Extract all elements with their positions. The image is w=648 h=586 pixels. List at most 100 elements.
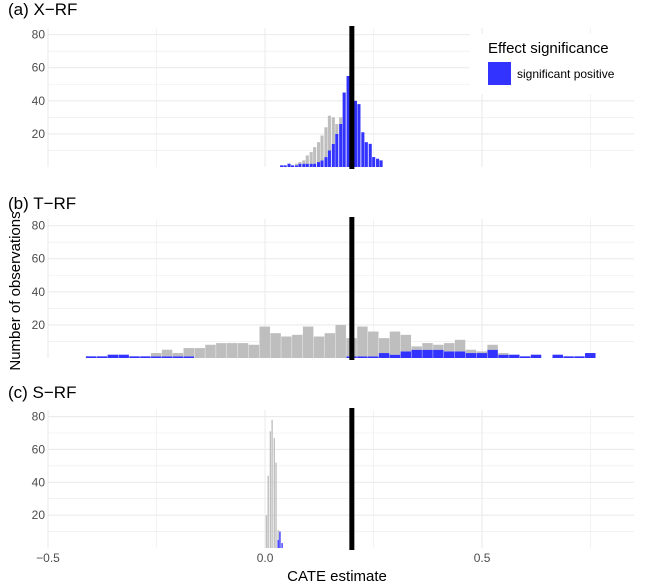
panel-title-c: (c) S−RF	[8, 383, 76, 402]
bar-significant	[129, 356, 140, 358]
bar-significant	[309, 163, 313, 167]
bar-significant	[574, 356, 585, 358]
bar-significant	[498, 354, 509, 358]
bar-not-significant	[281, 336, 292, 358]
bar-not-significant	[433, 344, 444, 350]
bar-not-significant	[400, 334, 412, 352]
bar-significant	[509, 354, 520, 358]
bar-not-significant	[378, 338, 390, 354]
bar-not-significant	[324, 333, 336, 358]
bar-not-significant	[335, 123, 339, 134]
bar-significant	[342, 92, 346, 167]
bar-significant	[85, 356, 97, 358]
bar-significant	[140, 356, 151, 358]
legend-title: Effect significance	[488, 40, 609, 57]
bar-not-significant	[194, 348, 205, 358]
bar-significant	[277, 539, 279, 548]
y-tick-label: 60	[32, 442, 46, 456]
panel-title-b: (b) T−RF	[8, 194, 76, 213]
x-axis-title: CATE estimate	[287, 568, 387, 585]
legend: Effect significance significant positive	[470, 34, 642, 94]
bar-significant	[361, 132, 365, 167]
bar-significant	[281, 543, 283, 548]
bar-significant	[280, 165, 284, 167]
bar-significant	[519, 356, 531, 358]
y-tick-label: 20	[32, 127, 46, 141]
bar-not-significant	[302, 160, 306, 164]
bar-not-significant	[305, 155, 309, 164]
bar-significant	[422, 349, 433, 358]
y-tick-label: 80	[32, 28, 46, 42]
bar-significant	[331, 143, 335, 167]
bar-not-significant	[327, 115, 331, 151]
bar-significant	[298, 163, 302, 167]
panel-2: 20 40 60 80	[32, 408, 634, 550]
bar-not-significant	[465, 349, 477, 354]
bar-significant	[476, 353, 488, 358]
bar-significant	[107, 354, 119, 358]
bar-significant	[368, 143, 372, 167]
bar-not-significant	[273, 437, 275, 548]
legend-swatch-significant-positive	[488, 62, 511, 85]
bar-not-significant	[172, 353, 184, 357]
bar-significant	[346, 75, 350, 167]
x-tick-label: 0.0	[257, 551, 274, 565]
bar-significant	[357, 104, 361, 167]
bar-significant	[290, 165, 295, 167]
bar-significant	[400, 351, 412, 358]
bar-significant	[552, 354, 563, 358]
bar-not-significant	[248, 344, 260, 358]
y-tick-label: 20	[32, 318, 46, 332]
panel-1: 20 40 60 80	[32, 217, 634, 360]
bar-significant	[305, 163, 309, 167]
bar-significant	[487, 349, 498, 358]
bar-not-significant	[313, 336, 325, 358]
y-tick-label: 60	[32, 252, 46, 266]
bar-significant	[433, 349, 444, 358]
bar-not-significant	[237, 343, 249, 358]
bar-not-significant	[309, 152, 313, 164]
bar-not-significant	[275, 462, 277, 548]
bar-not-significant	[422, 343, 433, 350]
bar-significant	[317, 162, 321, 167]
bar-not-significant	[368, 331, 379, 357]
bar-not-significant	[292, 334, 303, 358]
bar-not-significant	[357, 326, 368, 357]
bar-significant	[389, 354, 401, 358]
y-axis-title: Number of observations	[7, 211, 24, 370]
bar-not-significant	[317, 142, 321, 163]
bar-significant	[364, 142, 368, 167]
bar-not-significant	[498, 353, 509, 355]
bar-significant	[320, 160, 324, 167]
bar-not-significant	[150, 353, 162, 357]
bar-not-significant	[335, 324, 346, 358]
y-tick-label: 80	[32, 410, 46, 424]
bar-significant	[302, 163, 306, 167]
bar-significant	[161, 356, 173, 358]
bar-not-significant	[205, 344, 216, 358]
bar-significant	[327, 150, 331, 167]
bar-significant	[357, 356, 368, 358]
bar-significant	[353, 100, 358, 167]
bar-not-significant	[267, 475, 269, 548]
bar-significant	[287, 163, 291, 167]
x-tick-label: −0.5	[36, 551, 60, 565]
bar-significant	[118, 354, 129, 358]
bar-significant	[530, 354, 542, 358]
bar-not-significant	[487, 344, 498, 350]
bar-significant	[368, 356, 379, 358]
bar-significant	[150, 356, 162, 358]
bar-significant	[279, 531, 281, 548]
y-tick-label: 40	[32, 94, 46, 108]
bar-significant	[465, 353, 477, 358]
bar-not-significant	[389, 331, 401, 355]
bar-not-significant	[265, 515, 268, 548]
bar-significant	[378, 353, 390, 358]
bar-not-significant	[411, 346, 422, 350]
bar-significant	[294, 165, 298, 167]
bar-not-significant	[259, 326, 270, 358]
bar-not-significant	[270, 333, 281, 358]
bar-not-significant	[339, 117, 343, 124]
y-tick-label: 40	[32, 285, 46, 299]
